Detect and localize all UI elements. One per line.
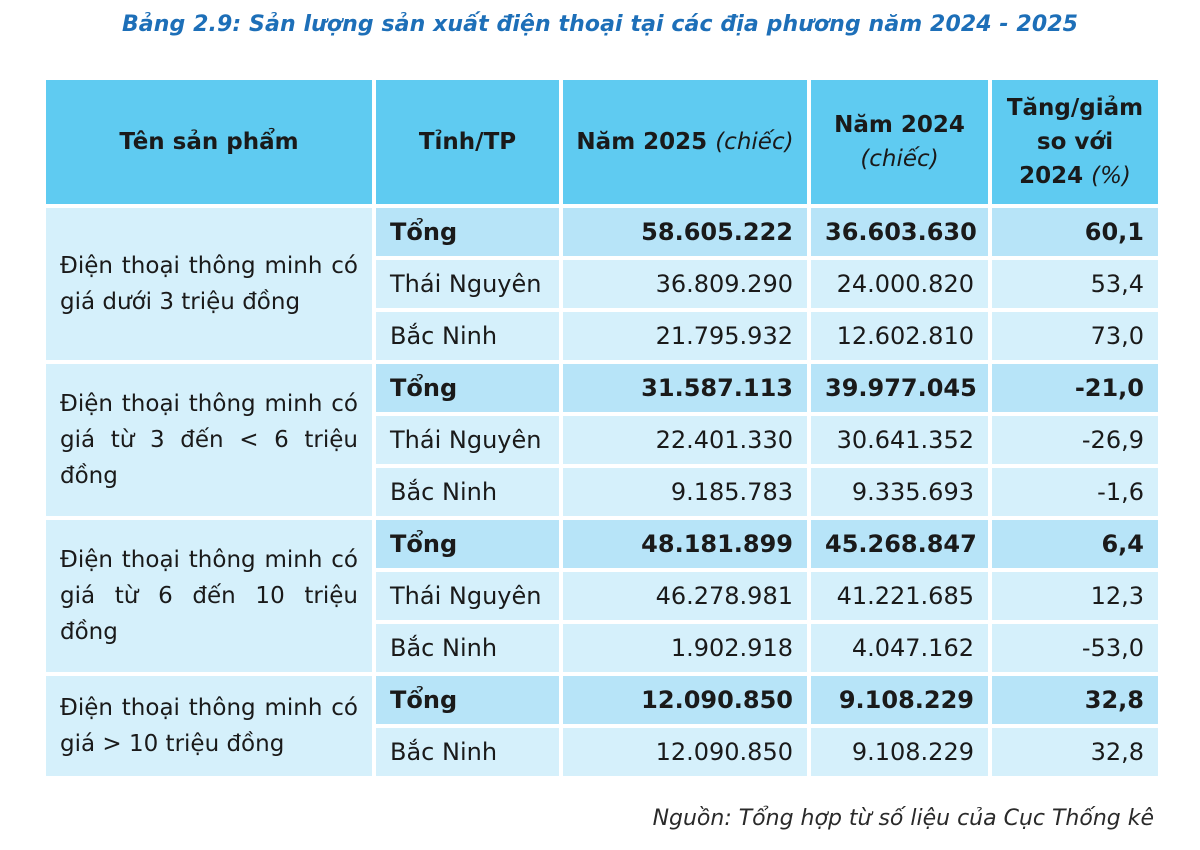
value-2024-cell: 9.108.229: [807, 724, 992, 780]
table-row: Điện thoại thông minh có giá từ 3 đến < …: [42, 360, 1162, 520]
value-2025-cell: 46.278.981: [559, 568, 811, 624]
province-cell: Thái Nguyên: [372, 412, 563, 468]
province-cell: Tổng: [372, 672, 563, 728]
change-cell: 73,0: [988, 308, 1162, 364]
value-2024-cell: 4.047.162: [807, 620, 992, 676]
value-2025-cell: 1.902.918: [559, 620, 811, 676]
value-2025-cell: 12.090.850: [559, 724, 811, 780]
value-2025-cell: 9.185.783: [559, 464, 811, 520]
change-cell: -53,0: [988, 620, 1162, 676]
change-cell: 53,4: [988, 256, 1162, 312]
change-cell: -26,9: [988, 412, 1162, 468]
province-cell: Thái Nguyên: [372, 568, 563, 624]
table-title: Bảng 2.9: Sản lượng sản xuất điện thoại …: [121, 12, 1079, 37]
table-row: Thái Nguyên 36.809.290 24.000.820 53,4: [44, 256, 1162, 312]
header-change: Tăng/giảm so với 2024 (%): [988, 76, 1162, 208]
value-2024-cell: 9.335.693: [807, 464, 992, 520]
header-province: Tỉnh/TP: [372, 76, 563, 208]
table-row: Thái Nguyên 46.278.981 41.221.685 12,3: [44, 568, 1162, 624]
value-2025-cell: 48.181.899: [559, 516, 811, 572]
table-row: Thái Nguyên 22.401.330 30.641.352 -26,9: [44, 412, 1162, 468]
value-2024-cell: 45.268.847: [807, 516, 992, 572]
table-row: Điện thoại thông minh có giá > 10 triệu …: [42, 672, 1162, 780]
change-cell: 32,8: [988, 672, 1162, 728]
table-row: Bắc Ninh 12.090.850 9.108.229 32,8: [44, 724, 1162, 780]
province-cell: Thái Nguyên: [372, 256, 563, 312]
value-2025-cell: 12.090.850: [559, 672, 811, 728]
source-note: Nguồn: Tổng hợp từ số liệu của Cục Thống…: [652, 806, 1154, 831]
value-2024-cell: 39.977.045: [807, 360, 992, 416]
header-year-2025-unit: (chiếc): [715, 129, 794, 155]
value-2025-cell: 31.587.113: [559, 360, 811, 416]
province-cell: Bắc Ninh: [372, 308, 563, 364]
table-row: Bắc Ninh 9.185.783 9.335.693 -1,6: [44, 464, 1162, 520]
value-2024-cell: 24.000.820: [807, 256, 992, 312]
change-cell: 32,8: [988, 724, 1162, 780]
province-cell: Bắc Ninh: [372, 620, 563, 676]
province-cell: Tổng: [372, 360, 563, 416]
production-table: Tên sản phẩm Tỉnh/TP Năm 2025 (chiếc) Nă…: [42, 76, 1162, 780]
province-cell: Bắc Ninh: [372, 724, 563, 780]
header-year-2025: Năm 2025 (chiếc): [559, 76, 811, 208]
value-2024-cell: 41.221.685: [807, 568, 992, 624]
change-cell: -21,0: [988, 360, 1162, 416]
value-2024-cell: 30.641.352: [807, 412, 992, 468]
table-row: Điện thoại thông minh có giá dưới 3 triệ…: [42, 204, 1162, 364]
table-row: Bắc Ninh 1.902.918 4.047.162 -53,0: [44, 620, 1162, 676]
change-cell: 12,3: [988, 568, 1162, 624]
product-name-cell: Điện thoại thông minh có giá từ 6 đến 10…: [42, 516, 376, 676]
product-name-cell: Điện thoại thông minh có giá dưới 3 triệ…: [42, 204, 376, 364]
header-change-unit: (%): [1091, 163, 1131, 189]
change-cell: 6,4: [988, 516, 1162, 572]
value-2024-cell: 36.603.630: [807, 204, 992, 260]
change-cell: -1,6: [988, 464, 1162, 520]
header-product: Tên sản phẩm: [42, 76, 376, 208]
value-2024-cell: 9.108.229: [807, 672, 992, 728]
header-row: Tên sản phẩm Tỉnh/TP Năm 2025 (chiếc) Nă…: [42, 76, 1162, 208]
value-2025-cell: 22.401.330: [559, 412, 811, 468]
table-row: Bắc Ninh 21.795.932 12.602.810 73,0: [44, 308, 1162, 364]
value-2024-cell: 12.602.810: [807, 308, 992, 364]
province-cell: Tổng: [372, 204, 563, 260]
province-cell: Tổng: [372, 516, 563, 572]
province-cell: Bắc Ninh: [372, 464, 563, 520]
value-2025-cell: 36.809.290: [559, 256, 811, 312]
value-2025-cell: 21.795.932: [559, 308, 811, 364]
table-row: Điện thoại thông minh có giá từ 6 đến 10…: [42, 516, 1162, 676]
header-year-2024: Năm 2024 (chiếc): [807, 76, 992, 208]
value-2025-cell: 58.605.222: [559, 204, 811, 260]
header-year-2024-unit: (chiếc): [860, 146, 939, 172]
change-cell: 60,1: [988, 204, 1162, 260]
product-name-cell: Điện thoại thông minh có giá > 10 triệu …: [42, 672, 376, 780]
product-name-cell: Điện thoại thông minh có giá từ 3 đến < …: [42, 360, 376, 520]
